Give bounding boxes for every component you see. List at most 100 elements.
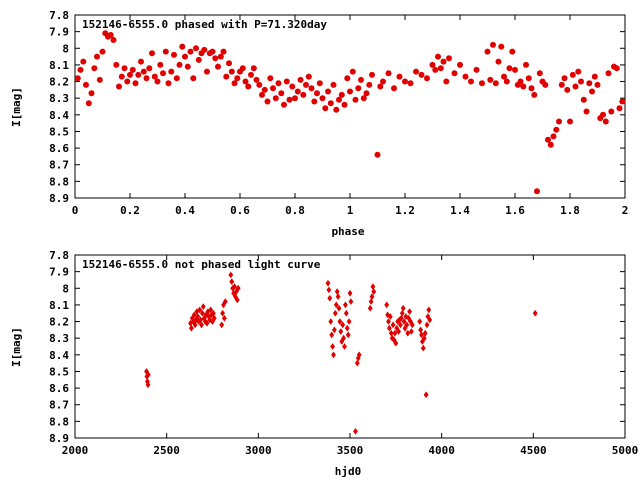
phased-x-tick-label: 0.2 [120, 204, 140, 217]
phased-data-point [239, 65, 246, 72]
unphased-plot-title: 152146-6555.0 not phased light curve [82, 258, 321, 271]
unphased-y-axis-label: I[mag] [10, 327, 23, 367]
unphased-data-point [400, 304, 406, 312]
phased-data-point [542, 81, 549, 88]
phased-data-point [479, 80, 485, 87]
phased-data-point [333, 106, 340, 113]
phased-data-point [564, 86, 571, 93]
phased-data-point [201, 46, 208, 53]
phased-data-point [374, 151, 381, 158]
unphased-data-point [334, 288, 340, 295]
unphased-data-point [371, 288, 377, 295]
unphased-data-point [343, 301, 348, 309]
unphased-data-point [424, 321, 430, 329]
phased-data-point [283, 78, 290, 85]
unphased-data-point [234, 296, 240, 304]
unphased-data-point [189, 324, 194, 332]
phased-data-point [74, 75, 81, 82]
unphased-data-point [342, 343, 347, 350]
phased-data-point [173, 75, 180, 82]
unphased-x-tick-label: 2500 [153, 444, 180, 457]
phased-data-point [575, 68, 582, 75]
phased-data-point [473, 66, 480, 73]
phased-data-point [523, 61, 529, 68]
phased-data-point [286, 96, 293, 103]
phased-data-point [616, 105, 623, 112]
unphased-x-axis-label: hjd0 [335, 465, 362, 478]
phased-data-point [270, 85, 276, 92]
phased-data-point [619, 98, 626, 105]
phased-data-point [429, 61, 436, 68]
phased-data-point [556, 118, 562, 125]
phased-data-point [509, 48, 516, 55]
phased-data-point [327, 100, 334, 107]
phased-data-point [525, 75, 532, 82]
unphased-data-point [211, 314, 217, 322]
phased-data-point [83, 81, 89, 88]
phased-data-point [94, 53, 100, 60]
phased-data-point [253, 76, 260, 83]
phased-y-tick-label: 8.2 [49, 76, 69, 89]
unphased-data-point [367, 304, 373, 312]
phased-data-point [498, 43, 505, 50]
phased-axis-ticks: 0 0.2 0.4 0.6 0.8 1 1.2 1.4 1.6 1.8 2 7.8 7.9 8 8.1 8.2… [49, 9, 628, 217]
phased-data-point [490, 41, 496, 48]
phased-data-point [234, 75, 241, 82]
unphased-data-point [370, 283, 376, 290]
phased-data-point [572, 83, 579, 90]
phased-x-tick-label: 1 [347, 204, 354, 217]
unphased-data-point [194, 308, 200, 315]
unphased-data-point [423, 391, 429, 399]
unphased-data-point [328, 318, 334, 325]
unphased-data-point [399, 309, 405, 317]
unphased-data-point [396, 328, 401, 335]
unphased-data-point [409, 328, 414, 335]
unphased-data-point [401, 318, 407, 325]
phased-data-point [407, 80, 414, 87]
phased-data-point [146, 65, 153, 72]
unphased-data-point [202, 318, 208, 325]
phased-y-tick-label: 8.8 [49, 175, 69, 188]
phased-y-axis-label: I[mag] [10, 87, 23, 127]
phased-data-point [143, 75, 150, 82]
phased-y-tick-label: 8.5 [49, 125, 69, 138]
unphased-data-point [417, 318, 423, 325]
phased-data-point [132, 80, 139, 87]
phased-data-point [190, 75, 197, 82]
unphased-data-point [333, 301, 339, 309]
phased-x-tick-label: 0.6 [230, 204, 250, 217]
phased-data-point [88, 90, 95, 97]
unphased-data-point [397, 316, 402, 324]
phased-data-point [248, 71, 254, 78]
unphased-data-point [195, 313, 201, 320]
phased-data-point [536, 70, 543, 77]
phased-data-point [278, 90, 285, 97]
phased-data-point [193, 45, 199, 52]
phased-data-point [468, 78, 474, 85]
unphased-data-point [532, 309, 538, 317]
unphased-light-curve-plot: 152146-6555.0 not phased light curve hjd… [10, 249, 638, 478]
phased-data-point [116, 83, 122, 90]
phased-data-point [402, 78, 408, 85]
phased-data-point [127, 71, 133, 78]
phased-data-point [418, 71, 425, 78]
unphased-data-point [199, 321, 204, 329]
phased-data-point [330, 81, 337, 88]
unphased-y-tick-label: 7.8 [49, 249, 69, 262]
phased-data-point [267, 75, 274, 82]
unphased-y-tick-label: 7.9 [49, 266, 69, 279]
phased-data-point [121, 65, 128, 72]
phased-data-point [275, 80, 282, 87]
phased-data-point [492, 80, 499, 87]
phased-data-point [602, 118, 609, 125]
phased-data-point [605, 70, 612, 77]
phased-data-point [138, 58, 144, 65]
unphased-data-point [418, 326, 423, 334]
unphased-data-point [235, 284, 241, 292]
phased-data-point [250, 65, 257, 72]
phased-y-tick-label: 8.6 [49, 142, 69, 155]
unphased-y-tick-label: 8.9 [49, 432, 69, 445]
phased-data-point [377, 83, 384, 90]
unphased-data-point [204, 319, 210, 327]
unphased-data-point [353, 428, 358, 435]
